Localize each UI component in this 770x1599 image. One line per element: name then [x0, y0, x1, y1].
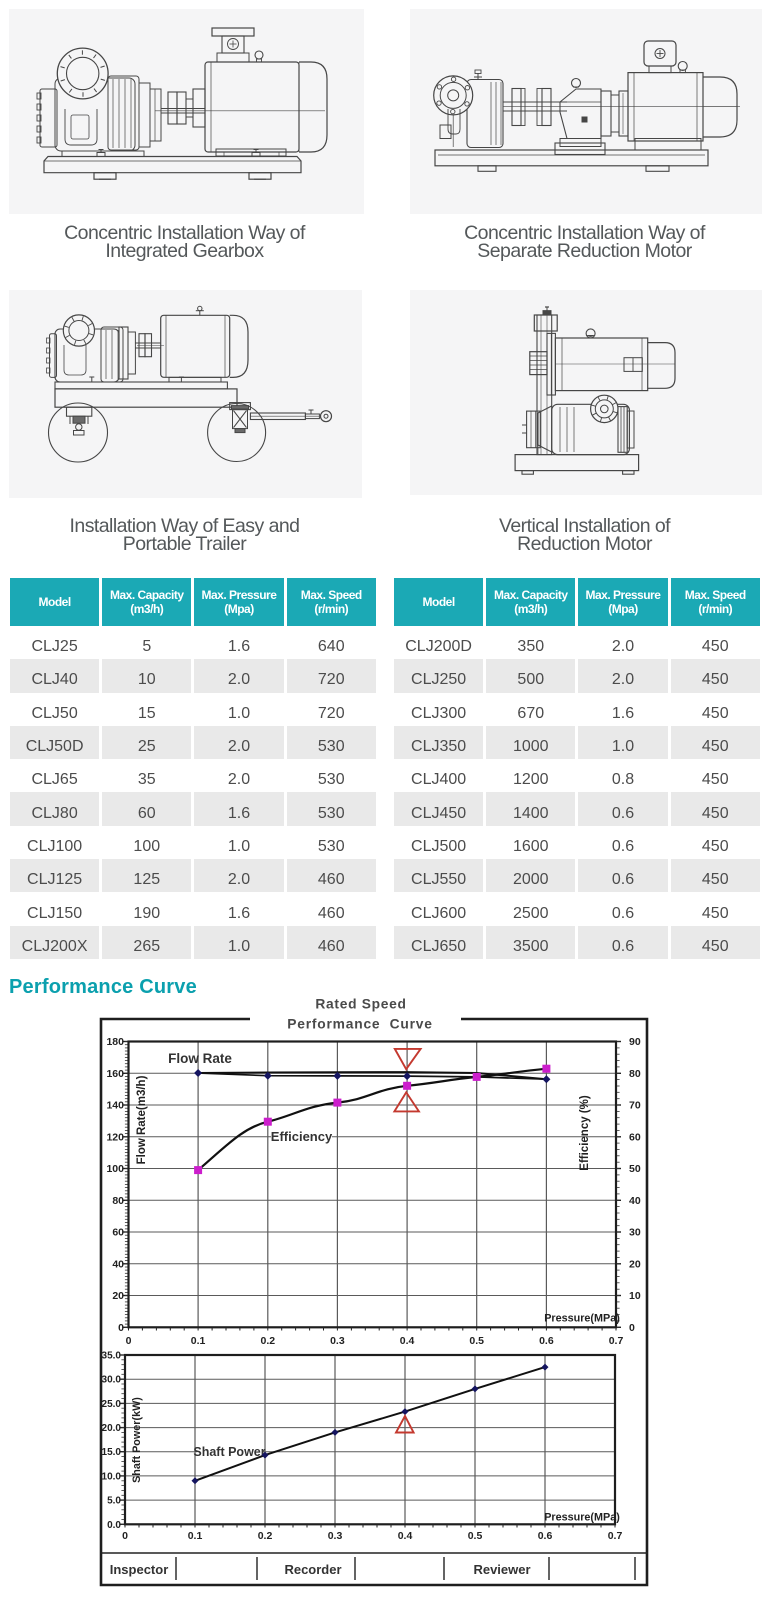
svg-text:140: 140	[106, 1100, 124, 1112]
svg-text:0.7: 0.7	[608, 1530, 623, 1542]
svg-text:Shaft Power: Shaft Power	[193, 1445, 265, 1459]
svg-text:10: 10	[629, 1290, 641, 1302]
svg-text:80: 80	[629, 1068, 641, 1080]
svg-text:0.2: 0.2	[260, 1335, 275, 1347]
svg-text:0.3: 0.3	[328, 1530, 343, 1542]
svg-text:0.5: 0.5	[469, 1335, 484, 1347]
svg-text:Efficiency: Efficiency	[271, 1129, 333, 1144]
svg-text:0.4: 0.4	[400, 1335, 415, 1347]
svg-text:Inspector: Inspector	[110, 1562, 169, 1577]
svg-text:0.2: 0.2	[258, 1530, 273, 1542]
svg-text:0.1: 0.1	[188, 1530, 203, 1542]
svg-text:0.3: 0.3	[330, 1335, 345, 1347]
svg-text:20: 20	[112, 1290, 124, 1302]
svg-text:80: 80	[112, 1195, 124, 1207]
svg-text:Efficiency (%): Efficiency (%)	[579, 1095, 591, 1171]
svg-text:Flow Rate: Flow Rate	[168, 1051, 232, 1066]
svg-text:25.0: 25.0	[102, 1399, 122, 1410]
svg-text:0.0: 0.0	[107, 1520, 121, 1531]
svg-text:70: 70	[629, 1100, 641, 1112]
svg-text:15.0: 15.0	[102, 1447, 122, 1458]
svg-text:40: 40	[112, 1258, 124, 1270]
svg-text:120: 120	[106, 1131, 124, 1143]
svg-text:Performance Curve: Performance Curve	[287, 1017, 433, 1032]
svg-text:180: 180	[106, 1036, 124, 1048]
svg-text:0: 0	[629, 1322, 635, 1334]
svg-text:0.4: 0.4	[398, 1530, 413, 1542]
svg-text:Flow Rate(m3/h): Flow Rate(m3/h)	[136, 1075, 148, 1164]
svg-text:60: 60	[112, 1227, 124, 1239]
svg-text:10.0: 10.0	[102, 1471, 122, 1482]
svg-text:5.0: 5.0	[107, 1496, 121, 1507]
svg-text:0: 0	[126, 1335, 132, 1347]
svg-text:40: 40	[629, 1195, 641, 1207]
svg-text:0.6: 0.6	[539, 1335, 554, 1347]
svg-text:35.0: 35.0	[102, 1351, 122, 1362]
svg-text:Pressure(MPa): Pressure(MPa)	[544, 1313, 620, 1325]
svg-text:Pressure(MPa): Pressure(MPa)	[544, 1512, 620, 1524]
svg-text:90: 90	[629, 1036, 641, 1048]
svg-text:60: 60	[629, 1131, 641, 1143]
svg-text:160: 160	[106, 1068, 124, 1080]
svg-text:100: 100	[106, 1163, 124, 1175]
svg-text:20.0: 20.0	[102, 1423, 122, 1434]
svg-text:20: 20	[629, 1258, 641, 1270]
svg-text:0.5: 0.5	[468, 1530, 483, 1542]
svg-text:0: 0	[118, 1322, 124, 1334]
svg-text:50: 50	[629, 1163, 641, 1175]
svg-text:0.7: 0.7	[609, 1335, 624, 1347]
svg-text:Reviewer: Reviewer	[473, 1562, 530, 1577]
svg-text:0.6: 0.6	[538, 1530, 553, 1542]
svg-text:Recorder: Recorder	[284, 1562, 341, 1577]
svg-text:0.1: 0.1	[191, 1335, 206, 1347]
svg-text:Rated Speed: Rated Speed	[315, 997, 406, 1012]
svg-text:30: 30	[629, 1227, 641, 1239]
svg-text:30.0: 30.0	[102, 1375, 122, 1386]
svg-text:0: 0	[122, 1530, 128, 1542]
svg-text:Shaft Power(kW): Shaft Power(kW)	[131, 1397, 143, 1483]
